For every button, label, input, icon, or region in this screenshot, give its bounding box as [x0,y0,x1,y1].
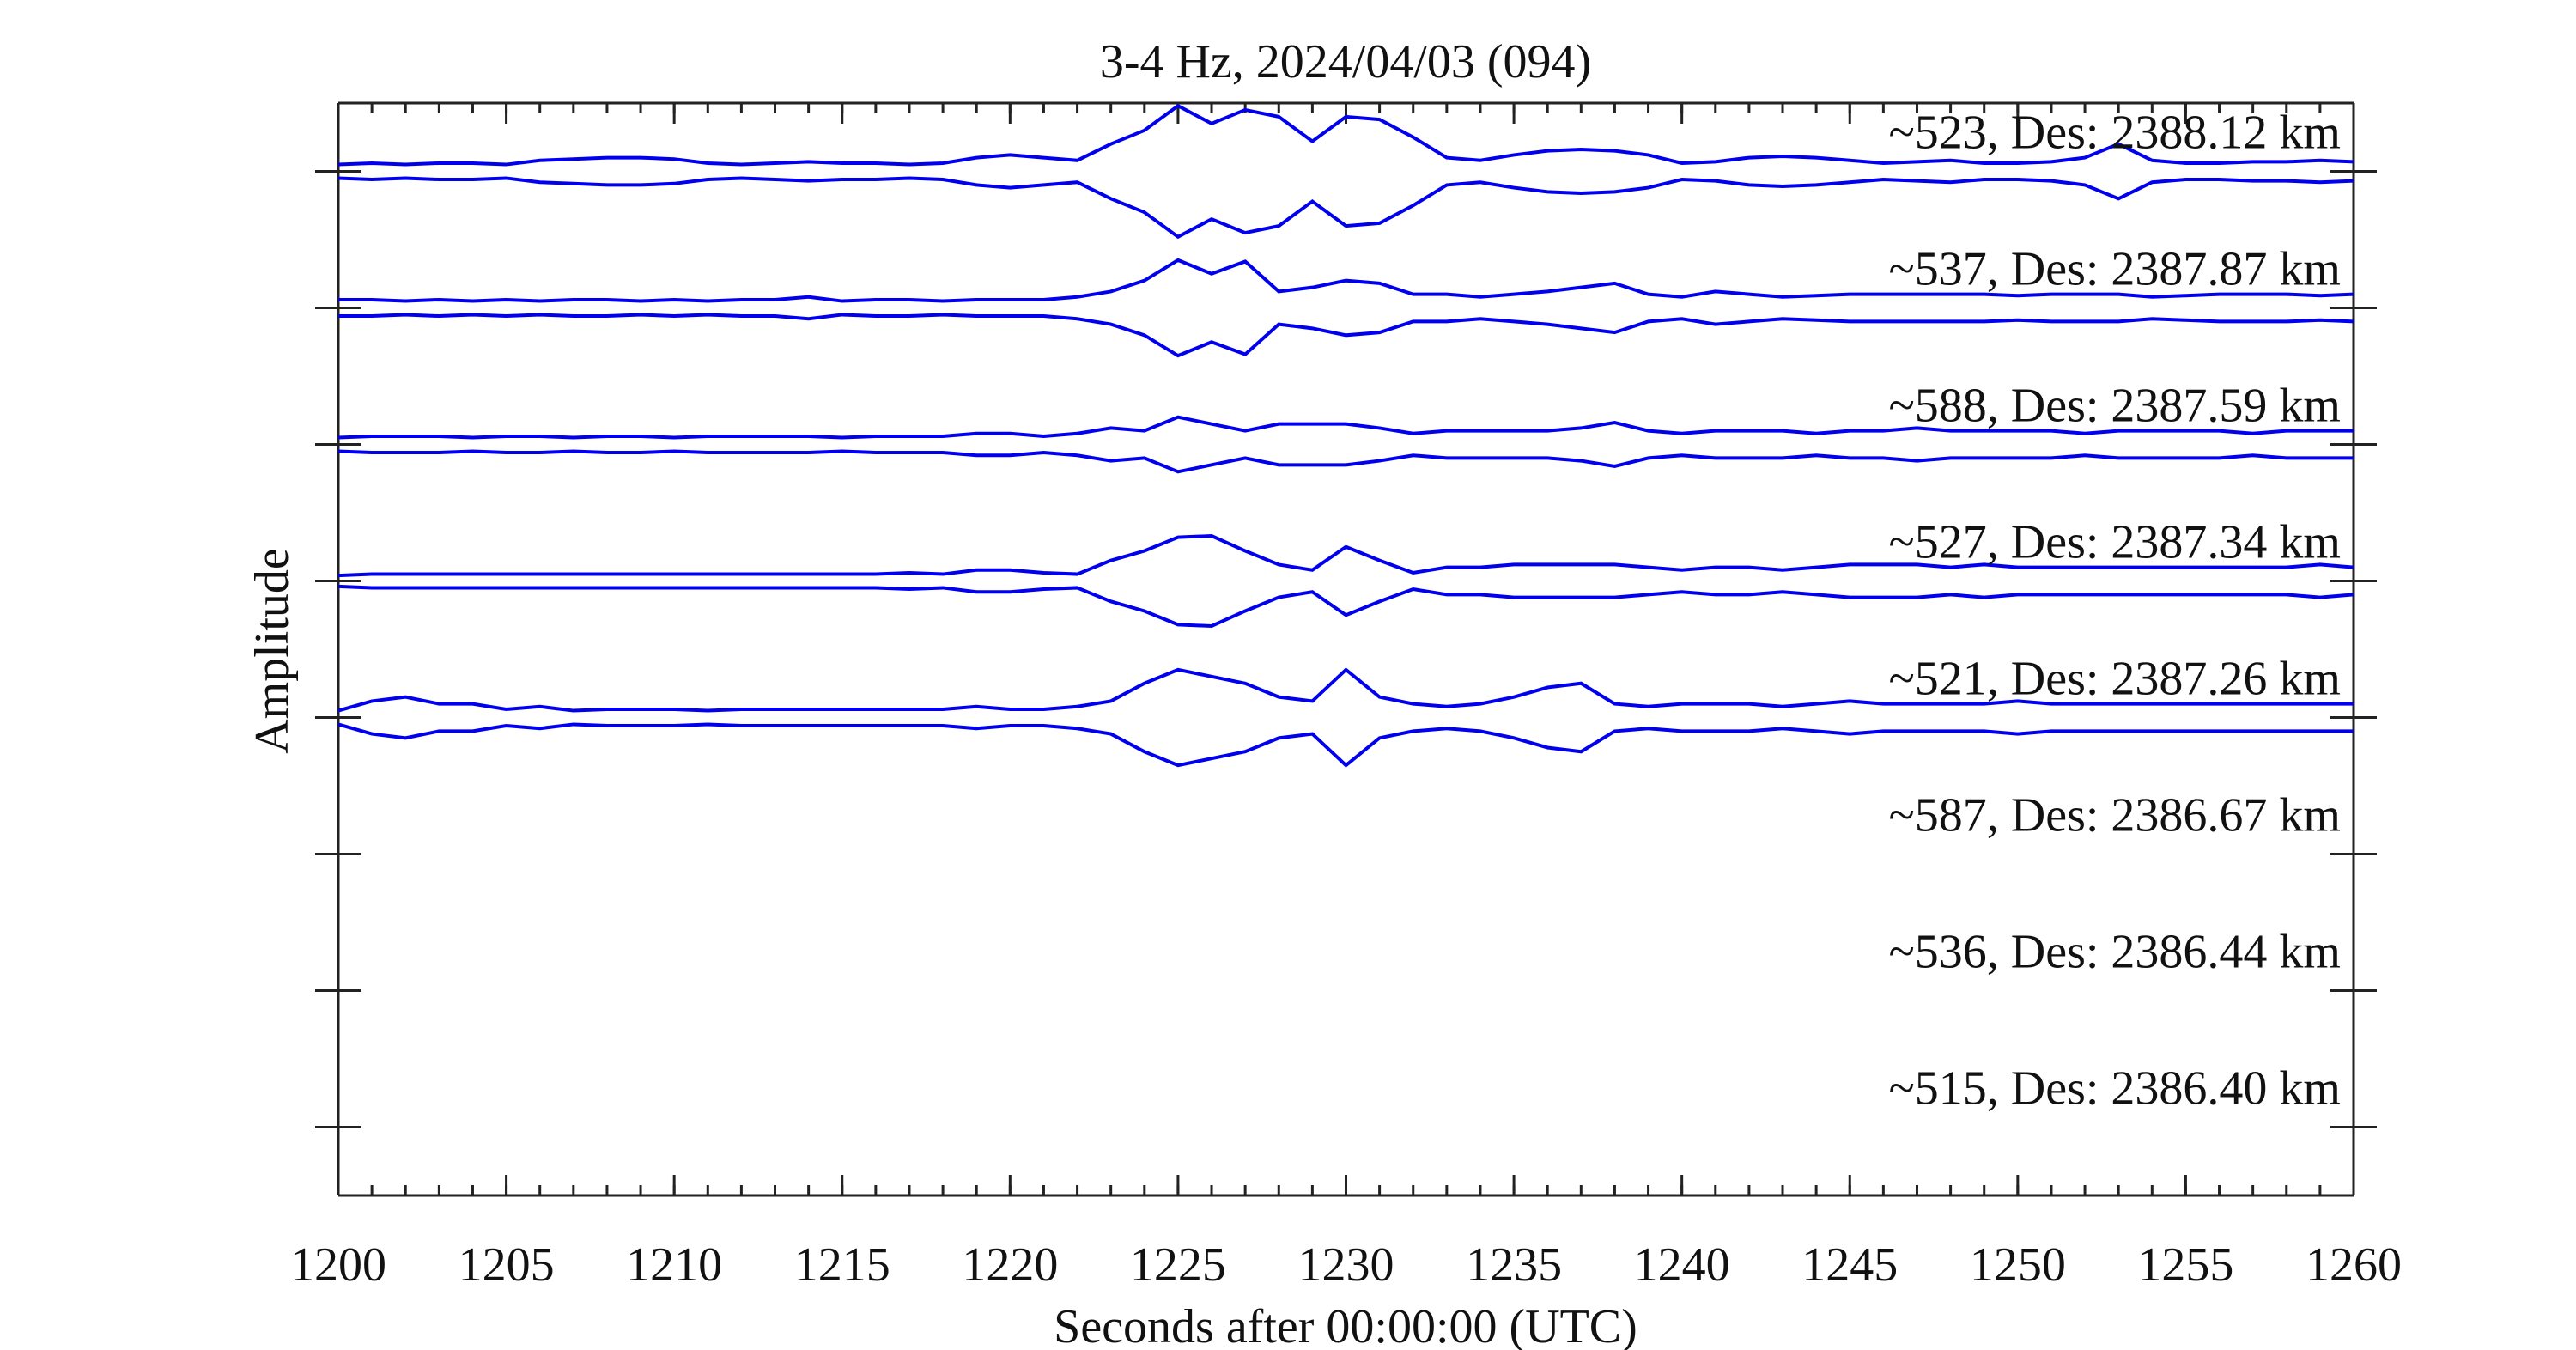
x-tick-label: 1255 [2137,1238,2233,1292]
envelope-upper [337,667,2354,713]
envelope-upper [337,534,2354,578]
envelope-lower [337,449,2354,474]
envelope-upper [337,415,2354,440]
x-tick-label: 1260 [2306,1238,2402,1292]
x-tick-label: 1205 [459,1238,555,1292]
trace-label: ~587, Des: 2386.67 km [1888,788,2341,842]
x-tick-label: 1215 [794,1238,890,1292]
x-tick-label: 1240 [1634,1238,1730,1292]
trace-label: ~536, Des: 2386.44 km [1888,925,2341,978]
x-tick-label: 1235 [1466,1238,1562,1292]
envelope-lower [337,722,2354,768]
x-axis-label: Seconds after 00:00:00 (UTC) [1054,1300,1637,1350]
chart-title: 3-4 Hz, 2024/04/03 (094) [1100,35,1591,88]
envelope-upper [337,103,2354,167]
trace-label: ~588, Des: 2387.59 km [1888,379,2341,432]
x-tick-label: 1200 [290,1238,386,1292]
trace-label: ~537, Des: 2387.87 km [1888,242,2341,295]
envelope-lower [338,313,2354,358]
x-tick-label: 1225 [1130,1238,1226,1292]
envelope-lower [337,176,2354,240]
x-tick-label: 1210 [626,1238,722,1292]
trace-label: ~523, Des: 2388.12 km [1888,106,2341,159]
trace-label: ~521, Des: 2387.26 km [1888,652,2341,705]
y-axis-label: Amplitude [246,548,299,754]
envelope-lower [337,584,2354,628]
envelope-upper [338,258,2354,303]
x-tick-label: 1250 [1970,1238,2066,1292]
x-tick-label: 1230 [1298,1238,1394,1292]
trace-label: ~515, Des: 2386.40 km [1888,1061,2341,1115]
trace-label: ~527, Des: 2387.34 km [1888,515,2341,569]
x-tick-label: 1245 [1801,1238,1898,1292]
x-tick-label: 1220 [962,1238,1058,1292]
